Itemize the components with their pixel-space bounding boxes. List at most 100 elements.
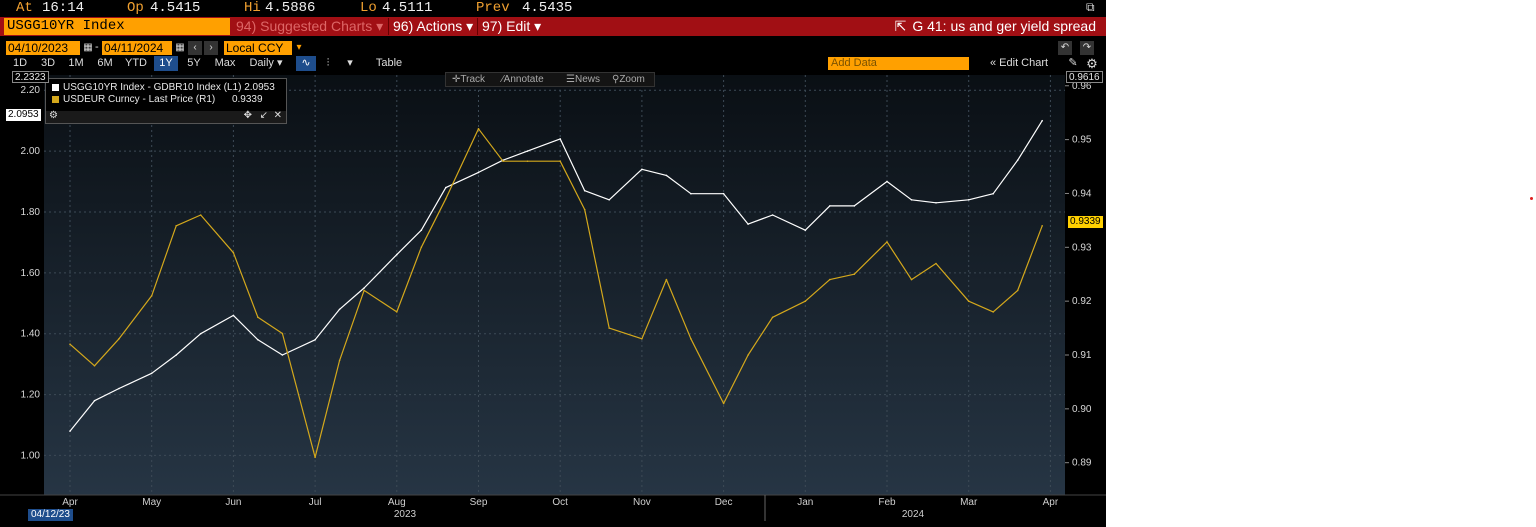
x-tick-label: Jan (797, 497, 813, 508)
chart-toolstrip: ✛ Track ⁄ Annotate ☰ News ⚲ Zoom (445, 72, 655, 87)
chart-type-dropdown-icon[interactable]: ▾ (347, 57, 353, 69)
point-spread (853, 205, 856, 207)
currency-select[interactable]: Local CCY (224, 41, 292, 55)
point-spread (445, 186, 447, 189)
bar-chart-icon[interactable]: ⫶ (326, 57, 330, 69)
x-tick-label: Aug (388, 497, 406, 508)
point-spread (583, 189, 586, 192)
undo-icon[interactable]: ↶ (1058, 41, 1072, 55)
point-usdeur (559, 160, 561, 162)
point-usdeur (992, 311, 994, 313)
point-usdeur (935, 262, 937, 265)
point-usdeur (257, 316, 259, 319)
legend-collapse-icon[interactable]: ↙ (259, 110, 268, 121)
right-tick-label: 0.94 (1072, 188, 1092, 199)
range-5y[interactable]: 5Y (187, 57, 201, 69)
prev-value: 4.5435 (522, 0, 573, 16)
frequency-select[interactable]: Daily ▾ (249, 57, 283, 69)
point-usdeur (420, 246, 423, 249)
window-menu-icon[interactable]: ⧉ (1086, 1, 1095, 15)
x-tick-label: Apr (1043, 497, 1059, 508)
open-value: 4.5415 (150, 0, 201, 16)
range-1y[interactable]: 1Y (154, 56, 178, 71)
range-3d[interactable]: 3D (40, 57, 56, 69)
point-usdeur (910, 278, 913, 281)
range-ytd[interactable]: YTD (125, 57, 147, 69)
point-usdeur (338, 359, 341, 362)
year-label: 2023 (394, 509, 417, 520)
point-spread (935, 202, 937, 204)
pencil-icon[interactable]: ✎ (1068, 57, 1078, 69)
next-period-button[interactable]: › (204, 41, 218, 55)
point-spread (396, 253, 398, 256)
chart-title[interactable]: ⇱ G 41: us and ger yield spread (894, 18, 1096, 34)
end-date-field[interactable]: 04/11/2024 (102, 41, 172, 55)
start-calendar-icon[interactable]: ▦ (81, 41, 95, 55)
track-tool[interactable]: ✛ Track (452, 74, 486, 85)
point-usdeur (396, 311, 398, 313)
left-tick-label: 1.40 (21, 329, 41, 340)
edit-chart-button[interactable]: « Edit Chart (990, 57, 1049, 69)
point-usdeur (175, 225, 177, 227)
left-tick-label: 2.00 (21, 146, 41, 157)
ticker-input[interactable]: USGG10YR Index (4, 18, 230, 35)
legend[interactable]: USGG10YR Index - GDBR10 Index (L1) 2.095… (45, 78, 287, 124)
point-spread (641, 168, 643, 171)
currency-dropdown-icon[interactable]: ▾ (292, 41, 306, 55)
redo-icon[interactable]: ↷ (1080, 41, 1094, 55)
x-tick-label: Dec (715, 497, 733, 508)
point-usdeur (118, 338, 120, 340)
point-usdeur (526, 160, 529, 162)
bloomberg-terminal-window: At 16:14 Op 4.5415 Hi 4.5886 Lo 4.5111 P… (0, 0, 1106, 527)
annotate-tool[interactable]: ⁄ Annotate (502, 74, 544, 85)
quote-bar: At 16:14 Op 4.5415 Hi 4.5886 Lo 4.5111 P… (0, 0, 1106, 17)
point-spread (967, 199, 970, 201)
legend-gear-icon[interactable]: ⚙ (49, 110, 58, 121)
zoom-tool[interactable]: ⚲ Zoom (612, 74, 645, 85)
point-spread (363, 287, 365, 289)
table-button[interactable]: Table (375, 57, 403, 69)
x-tick-label: Sep (470, 497, 488, 508)
point-spread (232, 314, 235, 317)
right-tick-label: 0.92 (1072, 296, 1092, 307)
legend-close-icon[interactable]: ✕ (273, 110, 282, 121)
range-1m[interactable]: 1M (68, 57, 84, 69)
start-date-field[interactable]: 04/10/2023 (6, 41, 80, 55)
chart-area[interactable]: 2.202.001.801.601.401.201.00 0.960.950.9… (0, 71, 1106, 527)
gear-icon[interactable]: ⚙ (1086, 56, 1098, 71)
point-usdeur (665, 278, 668, 281)
point-spread (69, 430, 71, 432)
point-spread (665, 174, 668, 177)
at-value: 16:14 (42, 0, 85, 16)
legend-pin-icon[interactable]: ✥ (243, 110, 252, 121)
prev-label: Prev (476, 0, 510, 16)
left-tick-label: 1.80 (21, 207, 41, 218)
left-axis-max-tag: 2.2323 (12, 71, 49, 83)
range-6m[interactable]: 6M (97, 57, 113, 69)
bottom-date-label: 04/12/23 (28, 509, 73, 521)
point-usdeur (199, 214, 202, 216)
suggested-charts-menu[interactable]: 94) Suggested Charts ▾ (236, 18, 384, 34)
point-spread (199, 332, 202, 335)
news-tool[interactable]: ☰ News (566, 74, 600, 85)
left-tick-label: 2.20 (21, 85, 41, 96)
x-tick-label: Oct (552, 497, 568, 508)
series (69, 119, 1043, 459)
x-tick-label: Apr (62, 497, 78, 508)
prev-period-button[interactable]: ‹ (188, 41, 202, 55)
add-data-input[interactable]: Add Data (828, 57, 969, 70)
point-usdeur (502, 160, 504, 162)
range-max[interactable]: Max (214, 57, 236, 69)
legend-entry-spread: USGG10YR Index - GDBR10 Index (L1) 2.095… (52, 82, 275, 94)
external-link-icon: ⇱ (894, 18, 907, 34)
actions-menu[interactable]: 96) Actions ▾ (388, 18, 477, 35)
legend-entry-usdeur: USDEUR Curncy - Last Price (R1) 0.9339 (52, 94, 263, 106)
line-chart-icon[interactable]: ∿ (296, 56, 316, 71)
right-tick-label: 0.89 (1072, 458, 1092, 469)
end-calendar-icon[interactable]: ▦ (173, 41, 187, 55)
point-spread (420, 229, 423, 231)
point-usdeur (1016, 289, 1019, 292)
edit-menu[interactable]: 97) Edit ▾ (477, 18, 545, 35)
range-1d[interactable]: 1D (12, 57, 28, 69)
point-usdeur (583, 208, 586, 211)
